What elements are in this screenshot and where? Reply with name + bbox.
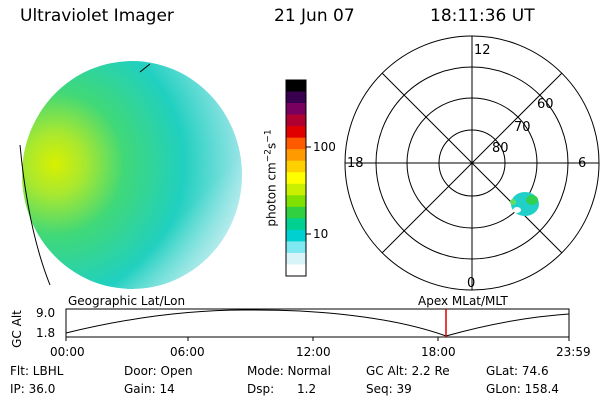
info-glat: GLat: 74.6 bbox=[486, 364, 549, 378]
info-gc-alt: GC Alt: 2.2 Re bbox=[366, 364, 450, 378]
timeline-y-top: 9.0 bbox=[36, 306, 56, 320]
polar-diagonal-2 bbox=[381, 72, 563, 254]
colorbar-label-100: 100 bbox=[313, 140, 336, 154]
colorbar-swatch bbox=[286, 241, 306, 254]
colorbar-swatch bbox=[286, 172, 306, 185]
colorbar-swatch bbox=[286, 229, 306, 242]
colorbar-swatch bbox=[286, 183, 306, 196]
limb-line bbox=[19, 144, 51, 286]
timeline-altitude-curve bbox=[65, 309, 570, 337]
colorbar-swatch bbox=[286, 126, 306, 139]
colorbar-swatch bbox=[286, 114, 306, 127]
colorbar-swatch bbox=[286, 103, 306, 116]
info-glon: GLon: 158.4 bbox=[486, 382, 559, 396]
colorbar-swatch bbox=[286, 91, 306, 104]
polar-mlt-12: 12 bbox=[474, 43, 491, 58]
timeline-left-title: Geographic Lat/Lon bbox=[68, 294, 186, 308]
info-dsp: Dsp: 1.2 bbox=[247, 382, 317, 396]
tick-mark bbox=[139, 63, 151, 73]
info-door: Door: Open bbox=[124, 364, 193, 378]
timeline-tick-0600: 06:00 bbox=[170, 345, 205, 359]
timeline-tick-1800: 18:00 bbox=[421, 345, 456, 359]
aurora-blob bbox=[510, 192, 539, 216]
colorbar-swatch bbox=[286, 80, 306, 93]
colorbar-swatches bbox=[286, 80, 306, 277]
earth-disc-shade bbox=[22, 61, 242, 289]
colorbar-swatch bbox=[286, 218, 306, 231]
timeline-y-bottom: 1.8 bbox=[36, 326, 56, 340]
polar-lat-70: 70 bbox=[514, 120, 531, 135]
timeline-tick-2359: 23:59 bbox=[556, 345, 591, 359]
info-filter: Flt: LBHL bbox=[10, 364, 64, 378]
instrument-title: Ultraviolet Imager bbox=[20, 6, 174, 26]
colorbar-label-10: 10 bbox=[313, 227, 329, 241]
time-label: 18:11:36 UT bbox=[430, 6, 535, 26]
colorbar-frame bbox=[285, 79, 307, 277]
colorbar-swatch bbox=[286, 206, 306, 219]
polar-mlt-0: 0 bbox=[467, 276, 476, 291]
colorbar-swatch bbox=[286, 264, 306, 277]
colorbar-swatch bbox=[286, 195, 306, 208]
colorbar-swatch bbox=[286, 160, 306, 173]
polar-lat-80: 80 bbox=[492, 141, 509, 156]
colorbar-swatch bbox=[286, 149, 306, 162]
polar-mlt-18: 18 bbox=[347, 156, 364, 171]
timeline-tick-1200: 12:00 bbox=[296, 345, 331, 359]
timeline-tick-0000: 00:00 bbox=[50, 345, 85, 359]
polar-lat-60: 60 bbox=[537, 97, 554, 112]
colorbar-swatch bbox=[286, 252, 306, 265]
timeline-frame bbox=[65, 308, 570, 338]
info-seq: Seq: 39 bbox=[366, 382, 412, 396]
polar-mlt-6: 6 bbox=[578, 156, 587, 171]
info-ip: IP: 36.0 bbox=[10, 382, 56, 396]
timeline-right-title: Apex MLat/MLT bbox=[418, 294, 508, 308]
info-gain: Gain: 14 bbox=[124, 382, 175, 396]
date-label: 21 Jun 07 bbox=[274, 6, 355, 26]
colorbar-swatch bbox=[286, 137, 306, 150]
info-mode: Mode: Normal bbox=[247, 364, 331, 378]
